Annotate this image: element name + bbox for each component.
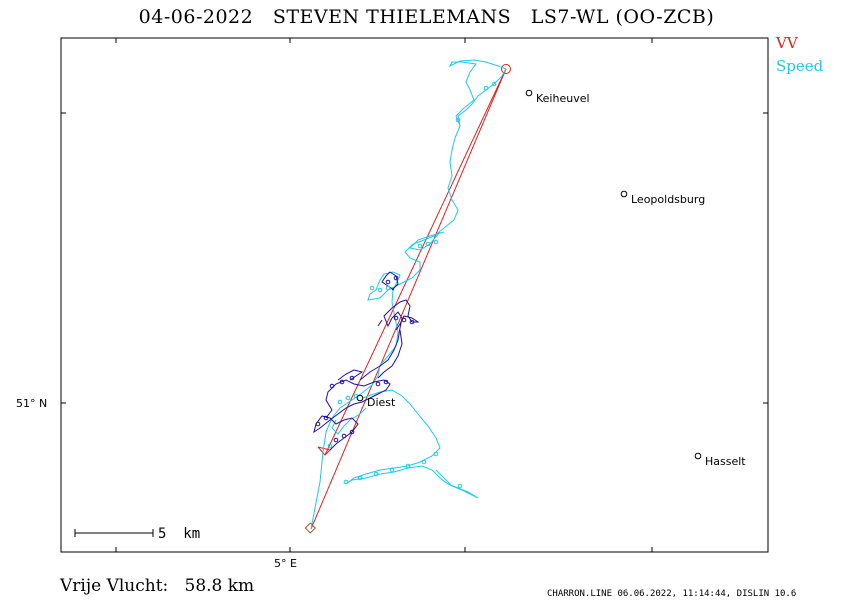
town-hasselt: Hasselt xyxy=(694,452,746,468)
distance-value: 58.8 km xyxy=(184,576,255,596)
town-label: Hasselt xyxy=(705,455,746,468)
turnpoint-marker xyxy=(501,64,511,74)
town-label: Keiheuvel xyxy=(536,92,590,105)
credits: CHARRON.LINE 06.06.2022, 11:14:44, DISLI… xyxy=(547,589,797,599)
town-label: Leopoldsburg xyxy=(631,193,705,206)
distance-label: Vrije Vlucht: xyxy=(60,576,169,596)
thermal-dots xyxy=(315,81,497,489)
track-blue xyxy=(313,271,420,451)
start-marker xyxy=(304,522,316,534)
map-frame xyxy=(60,37,769,553)
pilot-name: STEVEN THIELEMANS xyxy=(272,6,512,28)
glider-id: LS7-WL (OO-ZCB) xyxy=(530,6,715,28)
flight-date: 04-06-2022 xyxy=(138,6,254,28)
lon-label: 5° E xyxy=(274,557,297,570)
lat-label: 51° N xyxy=(16,397,47,410)
free-flight-distance: Vrije Vlucht: 58.8 km xyxy=(60,576,254,596)
town-leopoldsburg: Leopoldsburg xyxy=(620,190,705,206)
town-diest: Diest xyxy=(356,394,396,409)
scale-bar-label: 5 km xyxy=(158,526,200,542)
legend-vv: VV xyxy=(776,34,798,52)
town-keiheuvel: Keiheuvel xyxy=(525,89,590,105)
axis-ticks xyxy=(61,38,768,552)
map-title: 04-06-2022 STEVEN THIELEMANS LS7-WL (OO-… xyxy=(0,6,853,28)
legend-speed: Speed xyxy=(776,57,824,75)
scale-bar xyxy=(74,529,154,537)
task-lines xyxy=(310,68,507,530)
town-label: Diest xyxy=(367,396,396,409)
